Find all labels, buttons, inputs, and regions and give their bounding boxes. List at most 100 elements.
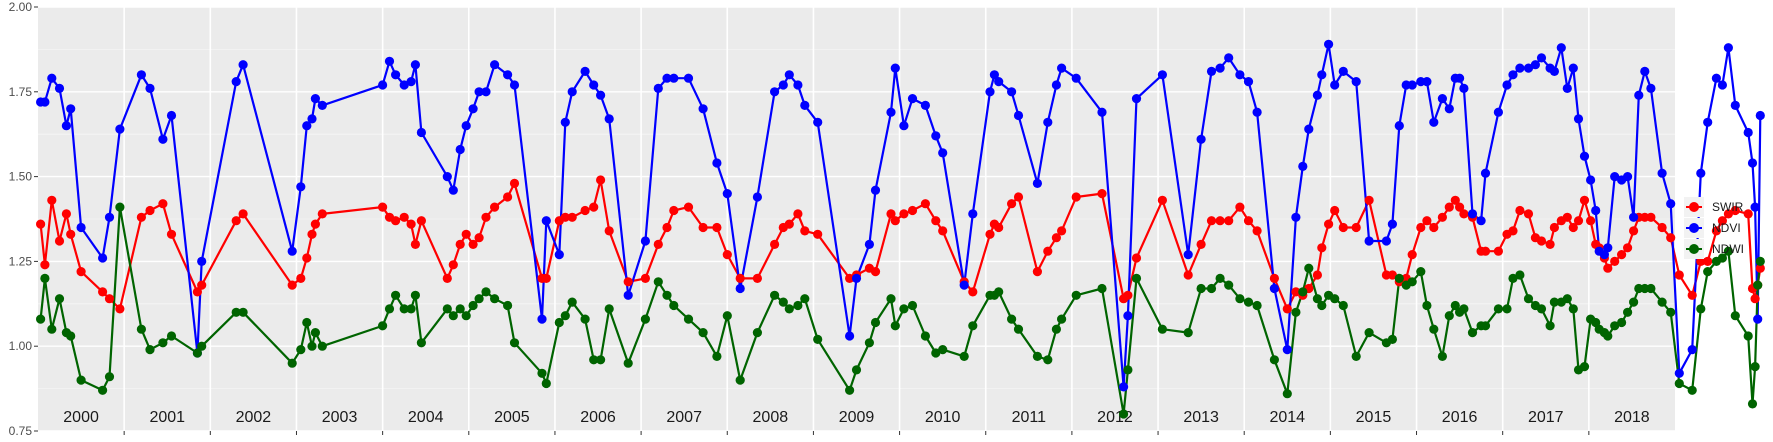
data-point-ndwi: [1723, 246, 1733, 256]
data-point-ndvi: [490, 60, 500, 70]
data-point-swir: [287, 280, 297, 290]
data-point-ndwi: [448, 311, 458, 321]
data-point-ndvi: [310, 94, 320, 104]
data-point-ndvi: [399, 80, 409, 90]
data-point-ndvi: [1508, 70, 1518, 80]
data-point-ndwi: [959, 351, 969, 361]
data-point-swir: [1623, 243, 1633, 253]
data-point-ndvi: [1269, 283, 1279, 294]
data-point-ndwi: [683, 314, 694, 324]
data-point-swir: [1437, 212, 1447, 222]
data-point-ndvi: [623, 290, 633, 300]
data-point-ndwi: [1444, 311, 1454, 321]
data-point-swir: [1429, 222, 1439, 233]
data-point-ndvi: [1437, 94, 1447, 104]
data-point-ndvi: [870, 185, 881, 195]
data-point-ndwi: [1206, 283, 1217, 294]
year-label: 2014: [1269, 409, 1305, 426]
data-point-ndwi: [722, 311, 732, 321]
data-point-ndwi: [490, 294, 500, 304]
data-point-ndvi: [54, 83, 65, 93]
data-point-swir: [1545, 239, 1555, 249]
data-point-ndwi: [1269, 355, 1279, 365]
data-point-ndwi: [410, 290, 420, 300]
series-line-ndvi: [40, 43, 1762, 388]
data-point-ndvi: [1687, 345, 1697, 355]
data-point-swir: [158, 199, 168, 209]
data-point-ndwi: [384, 304, 395, 314]
data-point-swir: [770, 239, 780, 249]
data-point-ndvi: [683, 73, 694, 83]
data-point-ndwi: [604, 304, 614, 314]
data-point-swir: [1051, 233, 1061, 243]
data-point-ndwi: [1603, 331, 1613, 341]
data-point-ndwi: [1007, 314, 1017, 324]
data-point-ndwi: [938, 345, 948, 355]
data-point-ndwi: [851, 365, 862, 375]
data-point-ndvi: [1131, 94, 1142, 104]
data-point-ndwi: [1215, 273, 1225, 283]
data-point-ndvi: [1407, 80, 1417, 90]
data-point-swir: [503, 192, 513, 202]
data-point-ndwi: [886, 294, 896, 304]
data-point-ndvi: [989, 70, 1000, 80]
data-point-ndvi: [1711, 73, 1721, 83]
data-point-ndvi: [722, 189, 732, 199]
data-point-swir: [722, 250, 732, 260]
data-point-ndvi: [442, 172, 452, 182]
data-point-ndwi: [931, 348, 941, 358]
data-point-ndvi: [1480, 168, 1491, 178]
data-point-ndwi: [845, 385, 855, 395]
data-point-ndvi: [1459, 83, 1469, 93]
data-point-ndwi: [474, 294, 484, 304]
data-point-ndwi: [1183, 328, 1193, 338]
data-point-ndwi: [1364, 328, 1374, 338]
data-point-swir: [589, 202, 599, 212]
data-point-ndwi: [399, 304, 409, 314]
data-point-ndwi: [1224, 280, 1234, 290]
data-point-swir: [604, 226, 614, 236]
data-point-ndwi: [1394, 273, 1404, 283]
data-point-ndvi: [1646, 83, 1656, 93]
data-point-ndwi: [1459, 304, 1469, 314]
data-point-swir: [1743, 209, 1753, 219]
data-point-ndvi: [76, 222, 86, 233]
year-label: 2015: [1356, 409, 1392, 426]
data-point-swir: [1252, 226, 1262, 236]
data-point-ndvi: [1723, 43, 1733, 53]
data-point-ndvi: [985, 87, 995, 97]
year-label: 2007: [666, 409, 702, 426]
data-point-ndwi: [1243, 297, 1254, 307]
data-point-ndvi: [1157, 70, 1167, 80]
data-point-ndwi: [145, 345, 155, 355]
data-point-swir: [1696, 256, 1706, 266]
data-point-ndwi: [1317, 300, 1327, 311]
data-point-ndwi: [1562, 294, 1572, 304]
data-point-ndvi: [1291, 212, 1301, 222]
data-point-swir: [712, 222, 722, 233]
data-point-ndvi: [662, 73, 672, 83]
data-point-swir: [1330, 205, 1340, 216]
data-point-ndvi: [231, 77, 241, 87]
y-tick-label: 1.50: [9, 170, 33, 184]
data-point-swir: [192, 287, 202, 297]
data-point-ndvi: [61, 121, 71, 131]
data-point-ndwi: [136, 324, 146, 334]
data-point-swir: [1196, 239, 1206, 249]
data-point-ndwi: [1123, 365, 1133, 375]
data-point-ndvi: [468, 104, 478, 114]
data-point-ndwi: [197, 341, 207, 351]
data-point-ndvi: [1051, 80, 1061, 90]
data-point-swir: [1586, 216, 1596, 226]
data-point-ndwi: [1235, 294, 1245, 304]
data-point-ndwi: [76, 375, 86, 385]
data-point-ndwi: [554, 317, 564, 328]
data-point-ndwi: [231, 307, 241, 317]
data-point-ndwi: [890, 321, 900, 331]
data-point-ndwi: [1617, 317, 1627, 328]
data-point-ndvi: [1579, 151, 1590, 161]
data-point-ndwi: [509, 338, 520, 348]
data-point-ndvi: [1523, 63, 1534, 73]
data-point-ndwi: [296, 345, 306, 355]
data-point-ndvi: [1338, 66, 1348, 76]
